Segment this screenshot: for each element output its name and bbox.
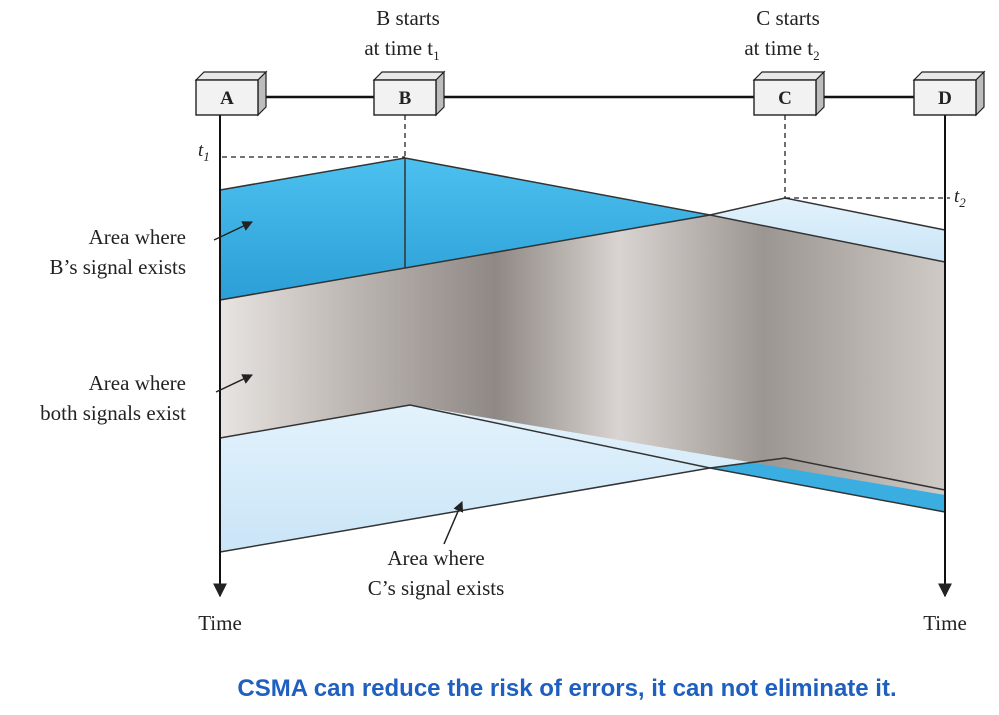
t2-sub: 2 (959, 195, 966, 210)
b-signal-pointer (213, 221, 253, 241)
t2-label: t2 (954, 186, 966, 210)
both-pointer (215, 374, 253, 393)
t1-text: t (198, 140, 204, 161)
station-b: B (372, 70, 446, 117)
time-label-left: Time (198, 611, 242, 635)
both-signals-region (220, 215, 945, 495)
t1-label: t1 (198, 140, 210, 164)
station-d-label: D (938, 88, 952, 109)
c-signal-label-line1: Area where (387, 546, 484, 570)
station-d: D (912, 70, 986, 117)
t2-text: t (954, 186, 960, 207)
c-signal-top-right (710, 198, 945, 262)
station-c-label: C (778, 88, 792, 109)
b-starts-line1: B starts (376, 6, 440, 30)
b-starts-line2: at time t1 (364, 36, 439, 63)
c-signal-region-right (710, 458, 945, 512)
c-starts-sub: 2 (813, 48, 820, 63)
station-c: C (752, 70, 826, 117)
c-signal-pointer (443, 501, 464, 545)
b-signal-label-line1: Area where (89, 225, 186, 249)
caption: CSMA can reduce the risk of errors, it c… (237, 675, 896, 702)
time-guides (222, 115, 950, 199)
b-signal-label-line2: B’s signal exists (49, 255, 186, 279)
c-starts-line2: at time t2 (744, 36, 819, 63)
station-a-label: A (220, 88, 234, 109)
station-a: A (194, 70, 268, 117)
c-signal-region (220, 405, 945, 552)
time-label-right: Time (923, 611, 967, 635)
station-b-label: B (399, 88, 412, 109)
c-starts-text: at time t (744, 36, 813, 60)
both-label-line2: both signals exist (40, 401, 186, 425)
c-starts-line1: C starts (756, 6, 820, 30)
b-signal-region (220, 158, 710, 300)
both-label-line1: Area where (89, 371, 186, 395)
b-starts-sub: 1 (433, 48, 440, 63)
region-edges (219, 157, 946, 553)
t1-sub: 1 (203, 149, 210, 164)
c-signal-label-line2: C’s signal exists (368, 576, 505, 600)
b-starts-text: at time t (364, 36, 433, 60)
